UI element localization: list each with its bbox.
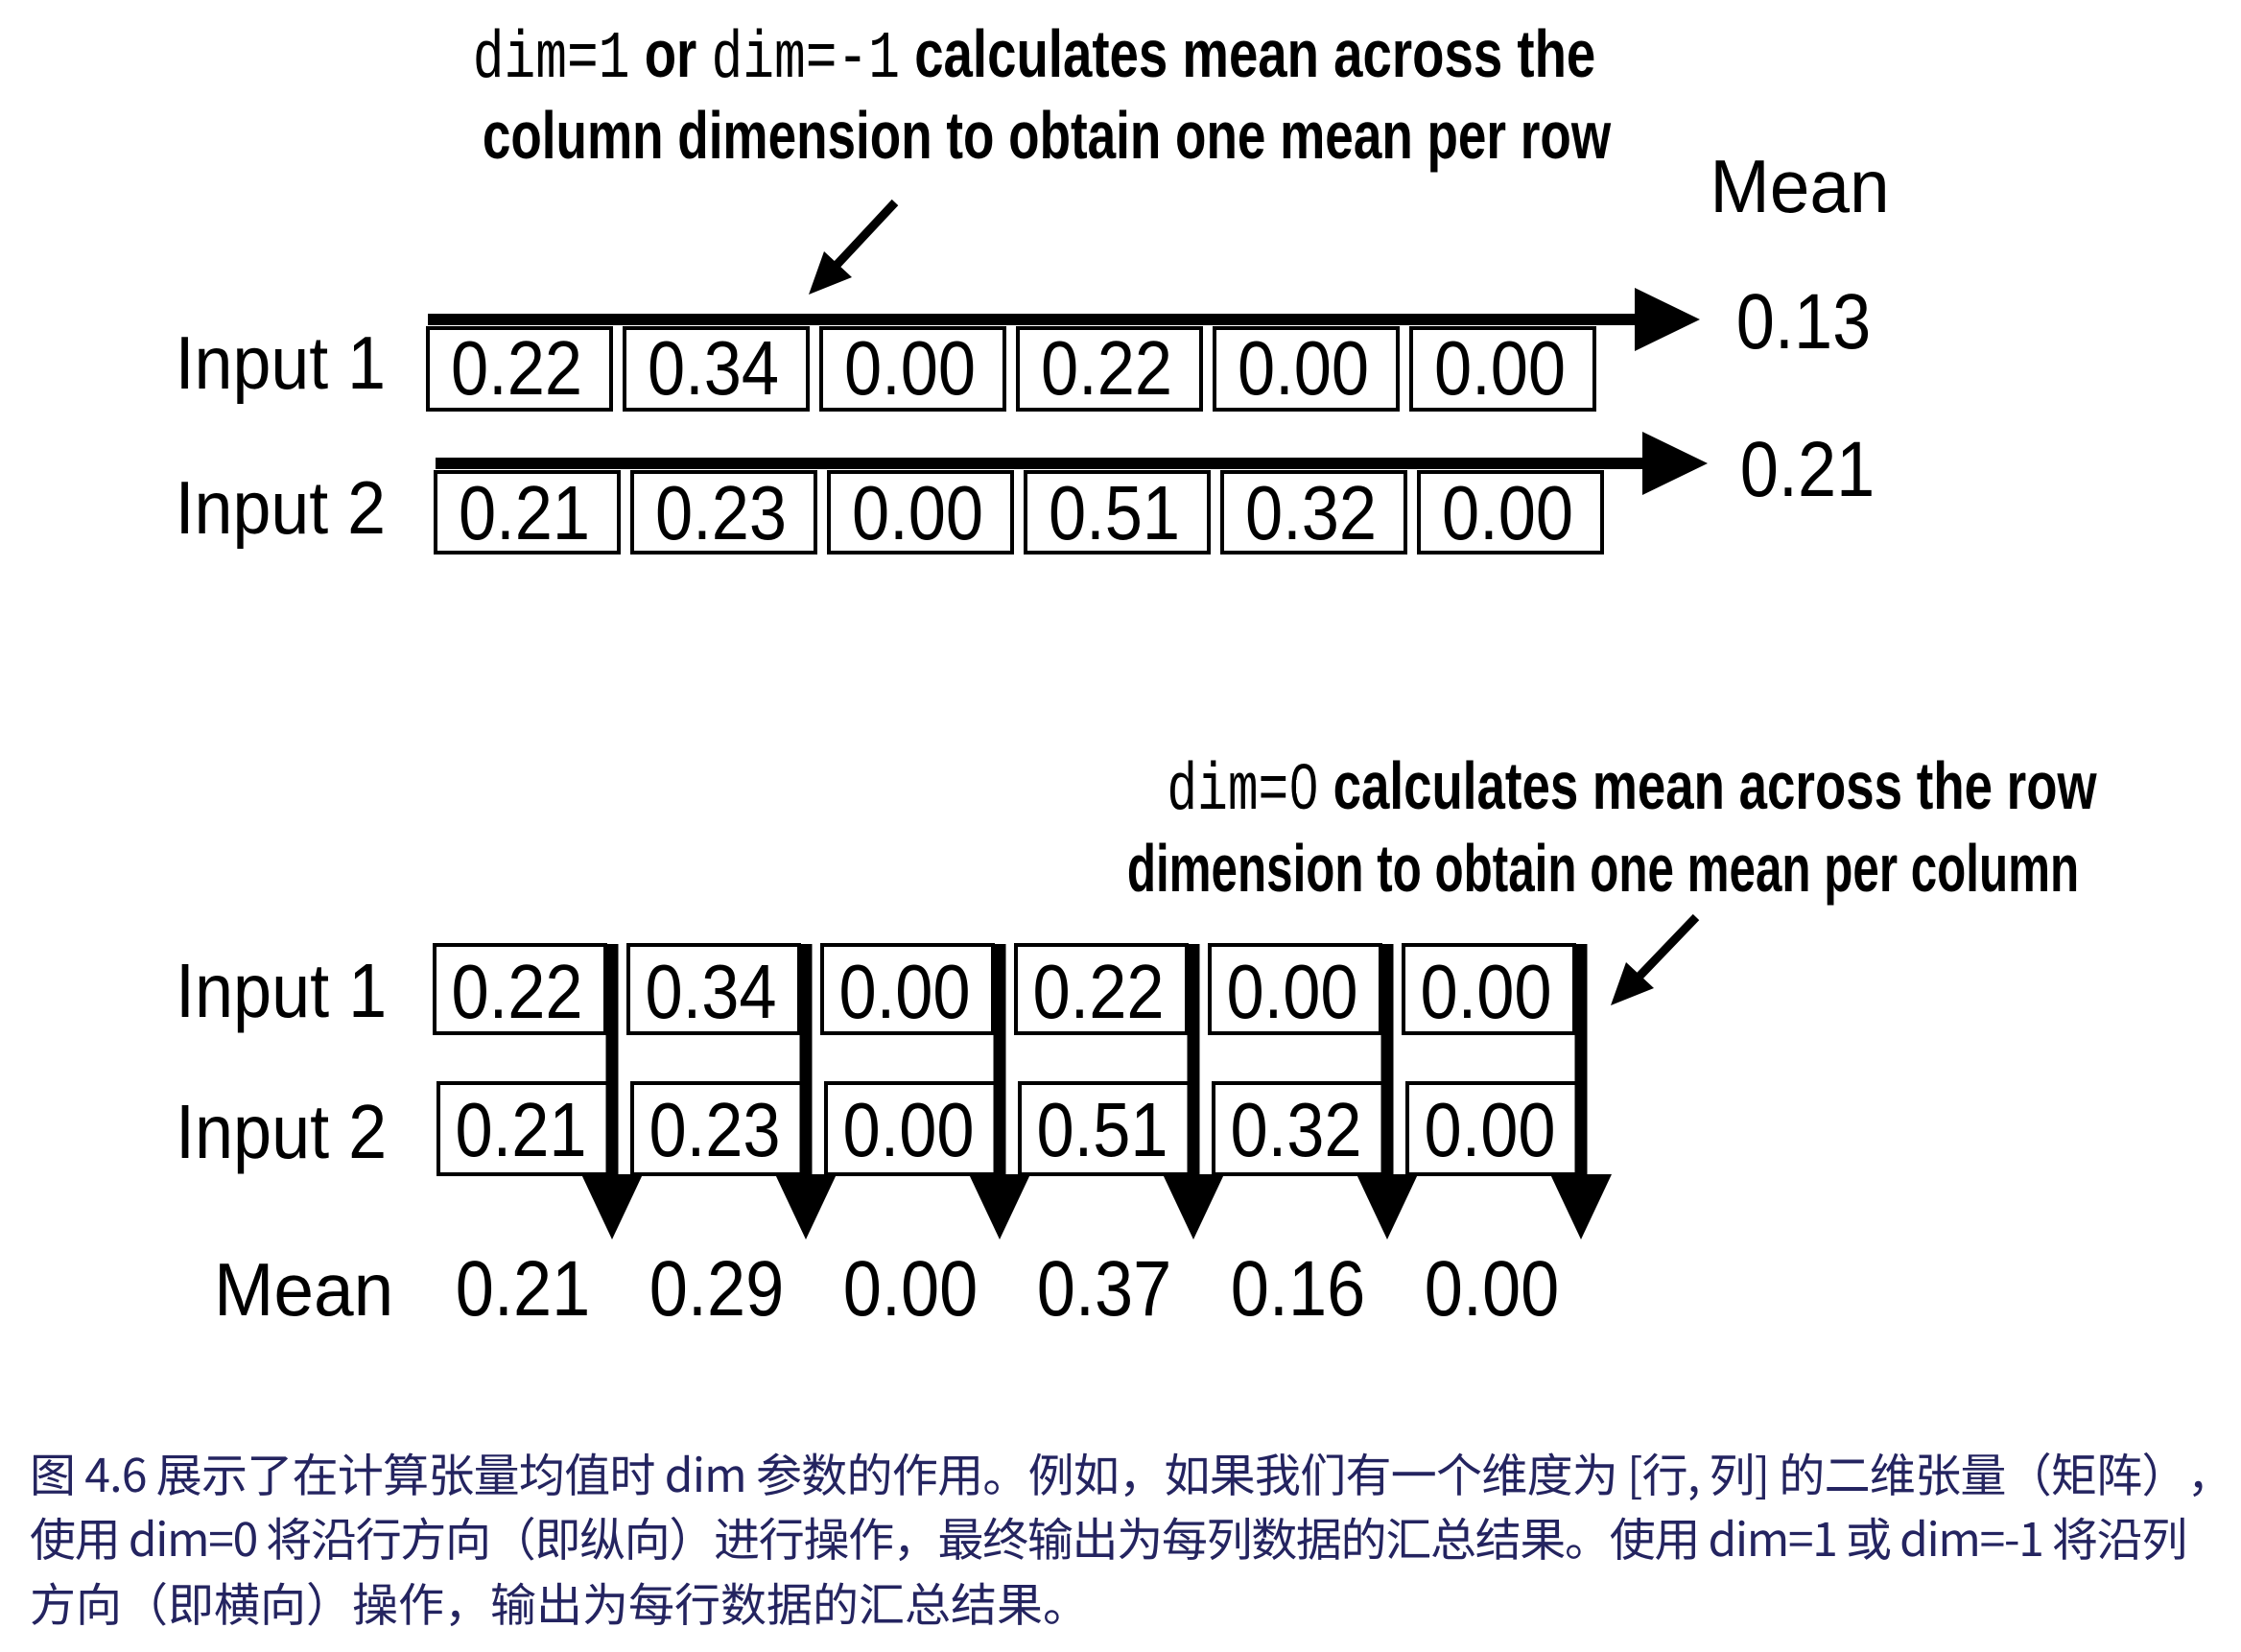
svg-text:0.21: 0.21 (1740, 426, 1875, 513)
svg-text:0.22: 0.22 (1032, 949, 1164, 1034)
svg-text:0.00: 0.00 (844, 325, 976, 411)
svg-text:dim=0 calculates mean across t: dim=0 calculates mean across the row (1167, 749, 2097, 830)
svg-text:0.00: 0.00 (1434, 325, 1566, 411)
svg-text:0.00: 0.00 (852, 470, 983, 555)
svg-text:dimension to obtain one mean p: dimension to obtain one mean per column (1127, 830, 2079, 906)
svg-text:Input 1: Input 1 (176, 320, 386, 404)
svg-text:0.00: 0.00 (1420, 949, 1551, 1034)
svg-text:Input 1: Input 1 (176, 949, 387, 1034)
svg-text:0.00: 0.00 (1424, 1087, 1555, 1172)
svg-text:column dimension to obtain one: column dimension to obtain one mean per … (483, 99, 1612, 174)
svg-text:0.00: 0.00 (843, 1245, 978, 1333)
svg-text:0.00: 0.00 (1226, 949, 1357, 1034)
svg-text:0.34: 0.34 (648, 325, 779, 411)
svg-text:0.21: 0.21 (456, 1245, 590, 1333)
svg-text:0.32: 0.32 (1230, 1087, 1361, 1172)
svg-text:Input 2: Input 2 (176, 1090, 387, 1175)
svg-text:0.00: 0.00 (1425, 1245, 1559, 1333)
svg-text:0.16: 0.16 (1231, 1245, 1365, 1333)
svg-text:0.23: 0.23 (649, 1087, 780, 1172)
svg-text:0.34: 0.34 (645, 949, 776, 1034)
svg-text:0.23: 0.23 (655, 470, 787, 555)
svg-text:0.51: 0.51 (1036, 1087, 1168, 1172)
svg-text:0.00: 0.00 (1442, 470, 1573, 555)
svg-text:Input 2: Input 2 (176, 465, 386, 549)
svg-text:0.51: 0.51 (1049, 470, 1180, 555)
svg-text:Mean: Mean (1710, 146, 1889, 229)
svg-text:0.37: 0.37 (1037, 1245, 1171, 1333)
svg-text:0.21: 0.21 (459, 470, 590, 555)
svg-text:Mean: Mean (214, 1249, 393, 1333)
svg-text:0.00: 0.00 (1238, 325, 1369, 411)
svg-text:0.13: 0.13 (1736, 278, 1871, 366)
svg-text:0.22: 0.22 (451, 325, 582, 411)
svg-text:0.22: 0.22 (1041, 325, 1172, 411)
svg-text:0.29: 0.29 (649, 1245, 784, 1333)
svg-text:dim=1 or dim=-1 calculates mea: dim=1 or dim=-1 calculates mean across t… (473, 17, 1596, 98)
svg-text:0.00: 0.00 (842, 1087, 974, 1172)
svg-text:0.00: 0.00 (838, 949, 970, 1034)
svg-text:0.32: 0.32 (1245, 470, 1377, 555)
svg-text:0.21: 0.21 (455, 1087, 586, 1172)
svg-text:0.22: 0.22 (451, 949, 582, 1034)
